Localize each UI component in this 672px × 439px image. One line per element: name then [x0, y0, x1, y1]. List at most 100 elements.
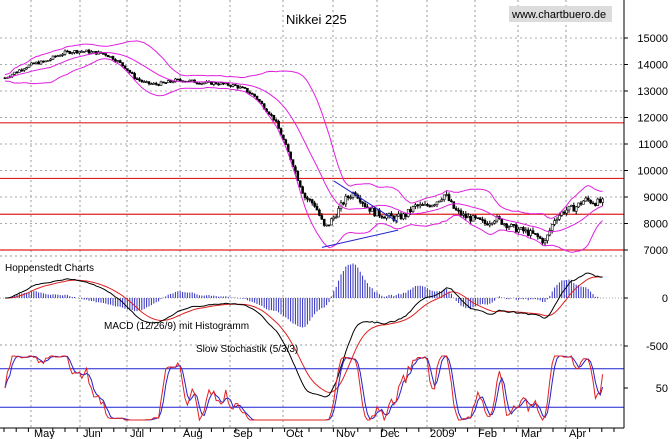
candle-body	[327, 224, 331, 227]
candle-body	[128, 70, 132, 73]
candle-body	[162, 81, 165, 84]
candle-body	[546, 234, 549, 241]
candle-body	[121, 62, 124, 67]
candle-body	[68, 51, 72, 54]
candle-body	[469, 216, 472, 222]
candle-body	[92, 50, 96, 53]
candle-body	[32, 62, 36, 65]
month-label: Jun	[83, 428, 101, 439]
candle-body	[193, 79, 196, 83]
candle-body	[34, 61, 38, 64]
candle-body	[385, 215, 388, 219]
candle-body	[37, 61, 40, 65]
candle-body	[349, 197, 352, 199]
candle-body	[380, 215, 384, 218]
candle-body	[236, 85, 240, 89]
watermark: www.chartbuero.de	[511, 9, 606, 21]
month-label: Aug	[183, 428, 203, 439]
candle-body	[382, 217, 386, 219]
candle-body	[44, 60, 48, 63]
candle-body	[426, 203, 429, 206]
chart-title: Nikkei 225	[286, 12, 347, 27]
candle-body	[66, 50, 69, 53]
source-label: Hoppenstedt Charts	[5, 263, 94, 274]
candle-body	[159, 81, 163, 86]
candle-body	[447, 194, 451, 202]
candle-body	[138, 78, 141, 81]
candle-body	[169, 80, 172, 83]
candle-body	[217, 83, 220, 86]
candle-body	[493, 220, 496, 224]
candle-body	[270, 114, 273, 116]
horizontal-levels	[0, 122, 624, 251]
candle-body	[78, 51, 81, 54]
candle-body	[51, 55, 55, 60]
price-tick-label: 12000	[637, 113, 668, 125]
candle-body	[27, 64, 31, 68]
candle-body	[58, 55, 62, 57]
candle-body	[135, 78, 139, 80]
candle-body	[550, 224, 554, 231]
candle-body	[363, 203, 367, 208]
stochastic-panel	[0, 355, 624, 422]
price-tick-label: 15000	[637, 33, 668, 45]
macd-line	[4, 272, 603, 398]
candle-body	[176, 78, 180, 81]
candle-body	[214, 81, 218, 85]
candle-body	[423, 203, 427, 206]
candle-body	[538, 236, 542, 239]
candle-body	[594, 203, 597, 206]
price-tick-label: 13000	[637, 86, 668, 98]
candle-body	[75, 50, 79, 54]
candle-body	[87, 49, 91, 54]
candle-body	[522, 227, 525, 232]
price-tick-label: 11000	[638, 139, 668, 151]
middle-band	[4, 52, 603, 233]
candle-body	[30, 62, 33, 66]
candle-body	[123, 65, 127, 69]
candle-body	[445, 194, 448, 196]
month-label: Mar	[521, 428, 540, 439]
candle-body	[402, 213, 405, 220]
candle-body	[248, 91, 252, 94]
candle-body	[106, 54, 110, 58]
candle-body	[234, 84, 237, 86]
candle-body	[238, 86, 242, 89]
candle-body	[294, 166, 297, 172]
candle-body	[49, 58, 52, 61]
candle-body	[510, 224, 513, 227]
candle-body	[243, 87, 247, 89]
candle-body	[346, 195, 350, 198]
candle-body	[152, 83, 156, 85]
candle-body	[577, 202, 580, 208]
month-label: May	[34, 428, 55, 439]
candle-body	[416, 204, 420, 207]
candle-body	[325, 224, 328, 227]
candle-body	[404, 213, 408, 217]
candle-body	[85, 49, 88, 52]
candle-body	[282, 134, 285, 141]
candle-body	[584, 197, 588, 202]
candle-body	[570, 204, 573, 207]
candle-body	[145, 81, 148, 83]
candle-body	[598, 198, 602, 203]
candle-body	[526, 229, 530, 236]
month-label: Sep	[233, 428, 253, 439]
candle-body	[560, 211, 564, 216]
stochastic-tick-label: 50	[656, 383, 668, 395]
grid	[0, 0, 624, 428]
candle-body	[56, 55, 60, 57]
candle-body	[387, 213, 391, 216]
candle-body	[303, 193, 307, 198]
candle-body	[411, 206, 415, 212]
candle-body	[229, 85, 232, 87]
candle-body	[231, 84, 235, 87]
candle-body	[375, 209, 379, 217]
candle-body	[490, 222, 494, 225]
price-panel	[3, 40, 604, 253]
candle-body	[430, 204, 434, 208]
candle-body	[421, 204, 424, 206]
candle-body	[361, 201, 364, 204]
lower-band	[4, 58, 603, 253]
